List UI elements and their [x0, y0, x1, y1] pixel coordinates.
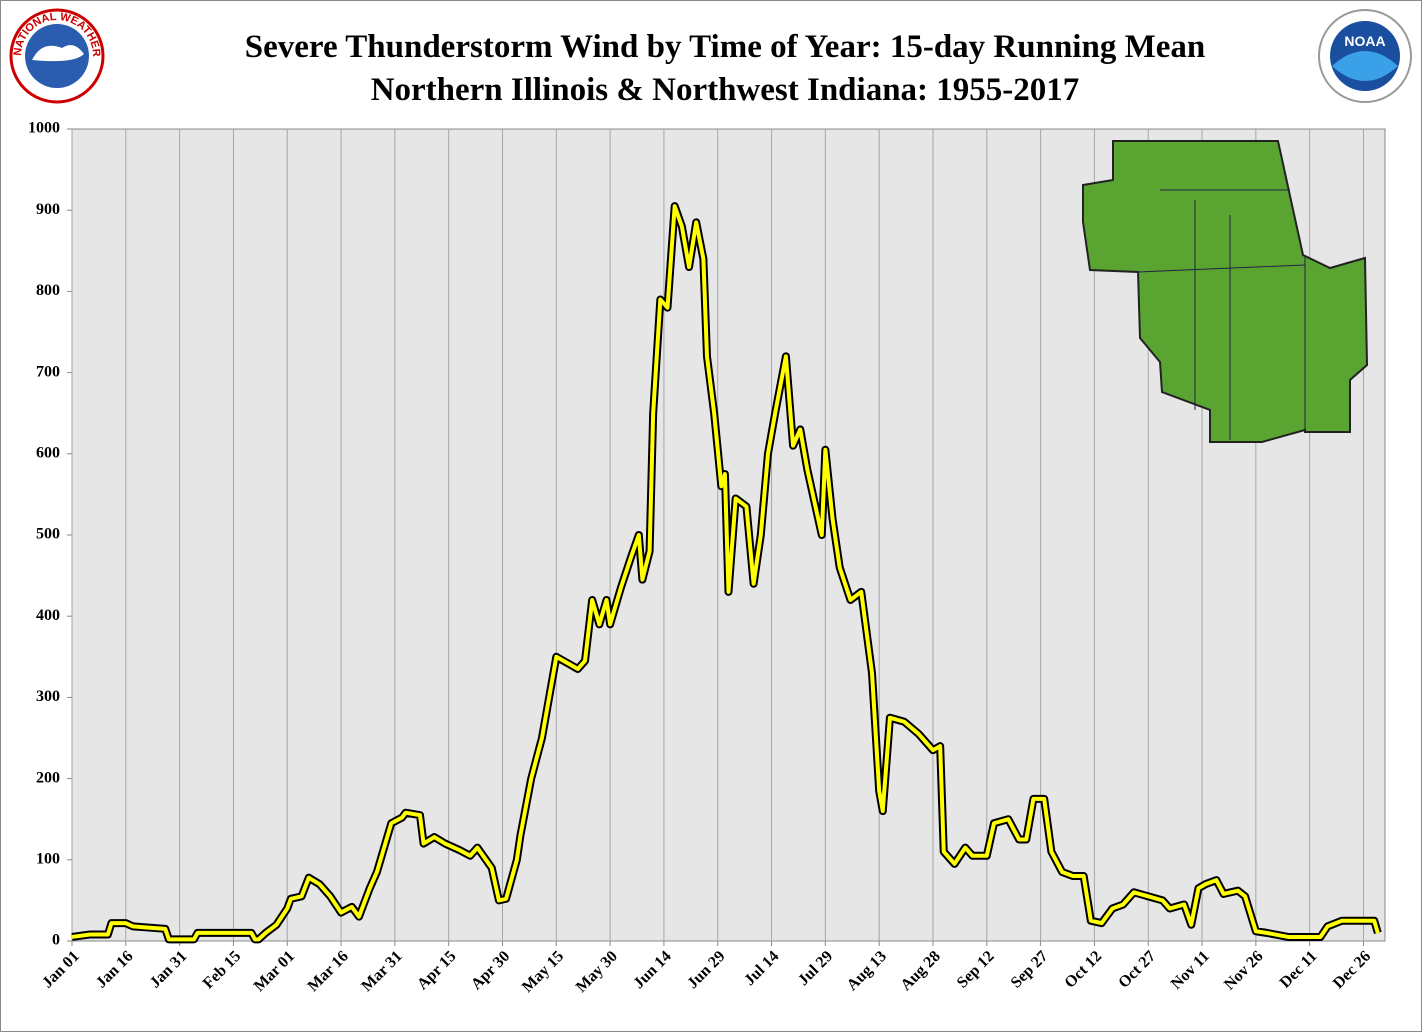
y-tick-label: 0 — [52, 932, 60, 949]
y-tick-label: 1000 — [28, 120, 60, 137]
logo-text: NOAA — [1344, 33, 1385, 49]
map-inset — [1082, 140, 1369, 443]
line — [71, 204, 1380, 942]
y-tick-label: 600 — [36, 444, 60, 461]
y-tick-label: 400 — [36, 607, 60, 624]
noaa-logo: NOAA — [1318, 9, 1412, 103]
y-tick-label: 300 — [36, 688, 60, 705]
chart-title: Severe Thunderstorm Wind by Time of Year… — [245, 29, 1205, 65]
y-tick-label: 900 — [36, 201, 60, 218]
chart-subtitle: Northern Illinois & Northwest Indiana: 1… — [371, 72, 1080, 108]
y-tick-label: 700 — [36, 363, 60, 380]
y-tick-label: 500 — [36, 526, 60, 543]
y-tick-label: 200 — [36, 769, 60, 786]
y-tick-label: 100 — [36, 850, 60, 867]
y-tick-label: 800 — [36, 282, 60, 299]
